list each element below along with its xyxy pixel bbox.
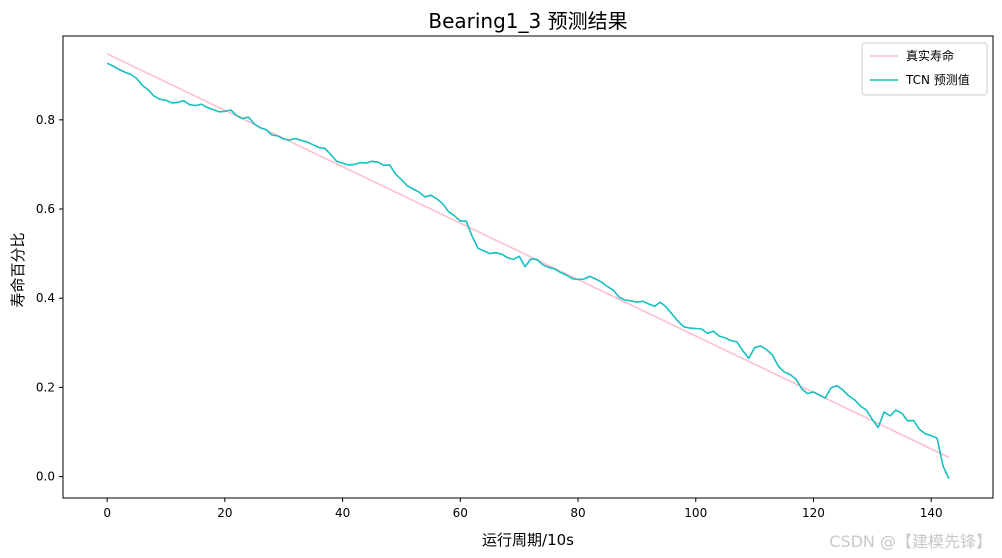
x-tick-label: 0 bbox=[103, 506, 111, 520]
y-tick-label: 0.8 bbox=[36, 113, 55, 127]
legend: 真实寿命 TCN 预测值 bbox=[861, 42, 988, 96]
y-axis-title: 寿命百分比 bbox=[9, 232, 27, 307]
y-tick-label: 0.2 bbox=[36, 380, 55, 394]
x-tick-label: 140 bbox=[920, 506, 943, 520]
x-tick-label: 80 bbox=[570, 506, 585, 520]
x-tick-label: 60 bbox=[453, 506, 468, 520]
y-axis-ticks: 0.0 0.2 0.4 0.6 0.8 bbox=[36, 113, 63, 484]
y-tick-label: 0.4 bbox=[36, 291, 55, 305]
x-tick-label: 20 bbox=[217, 506, 232, 520]
x-axis-ticks: 0 20 40 60 80 100 120 140 bbox=[103, 498, 943, 520]
y-tick-label: 0.0 bbox=[36, 470, 55, 484]
series-line-tcn-prediction bbox=[106, 62, 950, 480]
chart-title: Bearing1_3 预测结果 bbox=[428, 9, 627, 33]
y-tick-label: 0.6 bbox=[36, 202, 55, 216]
x-tick-label: 40 bbox=[335, 506, 350, 520]
series-line-true-life bbox=[106, 53, 950, 459]
axes-frame bbox=[62, 35, 994, 499]
legend-label-true-life: 真实寿命 bbox=[906, 48, 954, 63]
plot-area bbox=[106, 53, 950, 480]
watermark: CSDN @【建模先锋】 bbox=[829, 532, 992, 551]
legend-label-tcn-prediction: TCN 预测值 bbox=[905, 72, 970, 87]
x-tick-label: 100 bbox=[684, 506, 707, 520]
x-tick-label: 120 bbox=[802, 506, 825, 520]
x-axis-title: 运行周期/10s bbox=[482, 531, 574, 549]
